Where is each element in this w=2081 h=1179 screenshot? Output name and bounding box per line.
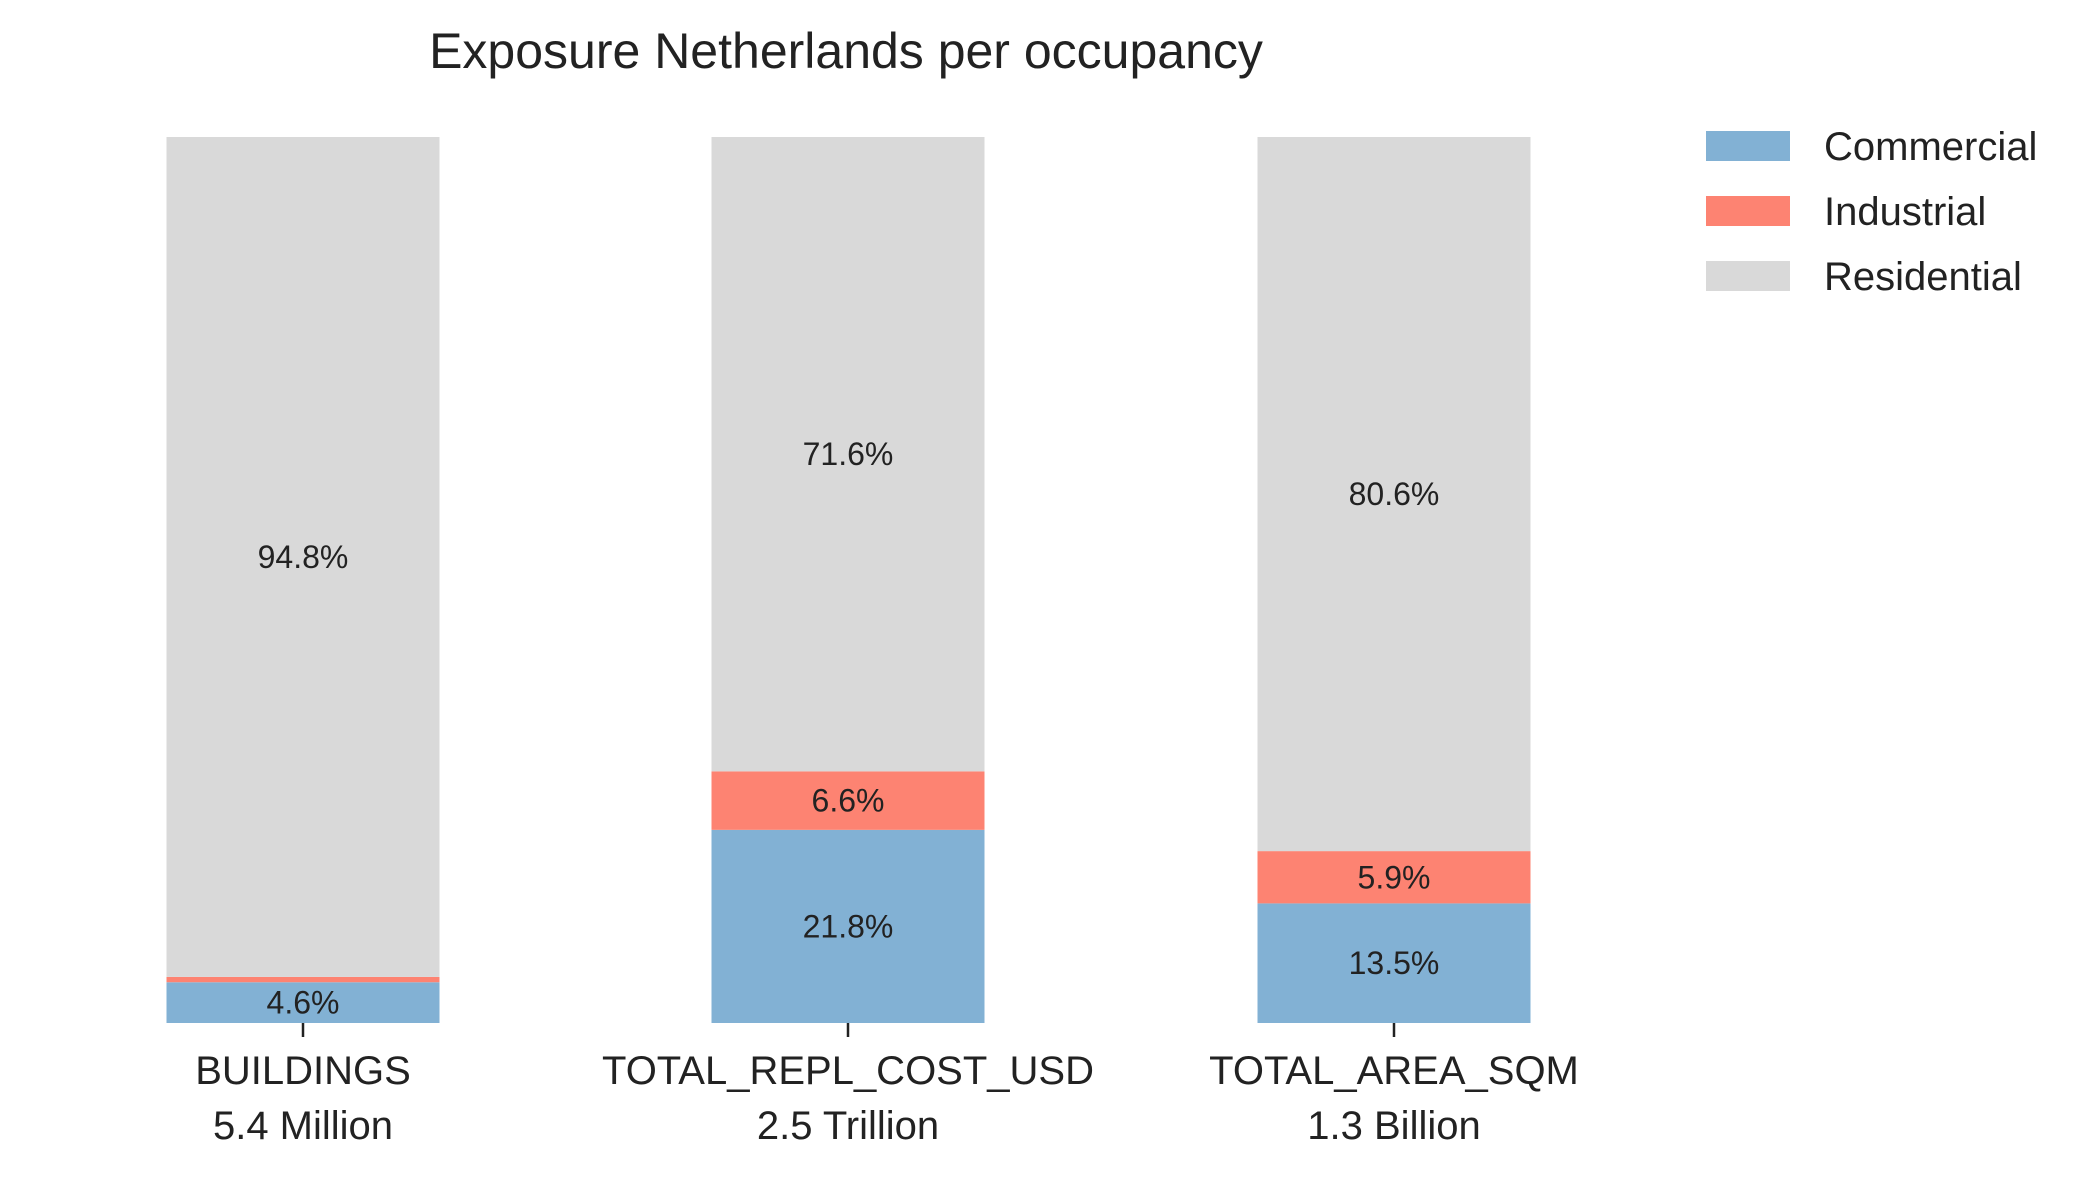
- data-label-commercial-2: 21.8%: [803, 908, 894, 944]
- x-tick-label-2-line-2: 2.5 Trillion: [757, 1104, 939, 1148]
- x-tick-label-3-line-1: TOTAL_AREA_SQM: [1209, 1049, 1579, 1093]
- legend-label-commercial: Commercial: [1824, 125, 2037, 169]
- legend-label-industrial: Industrial: [1824, 190, 1986, 234]
- bar-segment-commercial-1: [166, 982, 440, 1023]
- data-label-residential-3: 80.6%: [1349, 476, 1440, 512]
- data-label-commercial-1: 4.6%: [267, 985, 340, 1021]
- bar-segment-industrial-2: [711, 771, 985, 830]
- bars-layer: [166, 137, 1531, 1023]
- legend-swatch-industrial: [1706, 196, 1790, 226]
- legend-swatch-residential: [1706, 261, 1790, 291]
- bar-segment-industrial-3: [1257, 851, 1531, 904]
- legend: Commercial Industrial Residential: [1706, 125, 2037, 299]
- chart-title: Exposure Netherlands per occupancy: [429, 23, 1263, 79]
- data-label-industrial-2: 6.6%: [812, 783, 885, 819]
- x-tick-label-2-line-1: TOTAL_REPL_COST_USD: [602, 1049, 1094, 1093]
- data-label-residential-1: 94.8%: [258, 539, 349, 575]
- bar-segment-residential-1: [166, 137, 440, 977]
- x-tick-label-1-line-2: 5.4 Million: [213, 1104, 393, 1148]
- data-label-residential-2: 71.6%: [803, 436, 894, 472]
- x-tick-label-1-line-1: BUILDINGS: [195, 1049, 411, 1093]
- data-label-industrial-3: 5.9%: [1358, 859, 1431, 895]
- x-tick-label-3-line-2: 1.3 Billion: [1307, 1104, 1480, 1148]
- bar-segment-residential-2: [711, 137, 985, 772]
- legend-swatch-commercial: [1706, 131, 1790, 161]
- data-label-commercial-3: 13.5%: [1349, 945, 1440, 981]
- bar-segment-commercial-2: [711, 829, 985, 1023]
- legend-label-residential: Residential: [1824, 255, 2022, 299]
- bar-segment-residential-3: [1257, 137, 1531, 852]
- x-axis-ticks: BUILDINGS 5.4 Million TOTAL_REPL_COST_USD 2…: [195, 1023, 1579, 1148]
- data-labels-layer: 4.6% 94.8% 21.8% 6.6% 71.6% 13.5% 5.9% 80.6%: [258, 436, 1440, 1020]
- bar-segment-industrial-1: [166, 976, 440, 983]
- bar-segment-commercial-3: [1257, 903, 1531, 1023]
